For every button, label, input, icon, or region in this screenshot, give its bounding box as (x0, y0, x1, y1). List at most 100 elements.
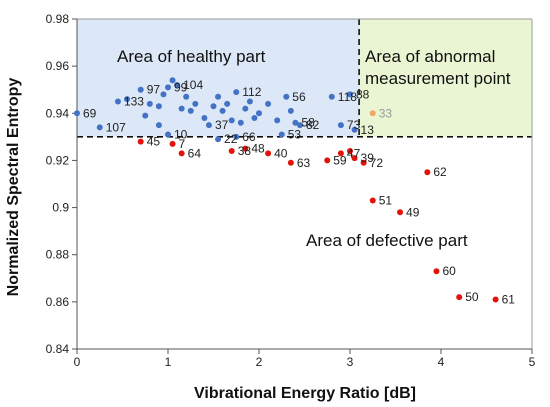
healthy-point (219, 107, 226, 114)
defective-point-label: 49 (406, 205, 420, 219)
defective-point (178, 150, 185, 157)
healthy-point (278, 131, 285, 138)
healthy-point (210, 103, 217, 110)
healthy-point (274, 117, 281, 124)
abnormal-point-label: 33 (379, 106, 393, 120)
defective-point (287, 159, 294, 166)
defective-point (492, 296, 499, 303)
healthy-point-label: 82 (306, 118, 320, 132)
defective-point-label: 62 (433, 165, 447, 179)
x-tick-label: 3 (347, 355, 354, 369)
y-tick-label: 0.94 (46, 106, 70, 120)
defective-point-label: 45 (147, 135, 161, 149)
healthy-point (337, 122, 344, 129)
defective-point (424, 169, 431, 176)
healthy-point (183, 93, 190, 100)
defective-point (324, 157, 331, 164)
healthy-point (287, 107, 294, 114)
region-label-defective: Area of defective part (306, 231, 468, 250)
defective-point-label: 47 (347, 146, 361, 160)
healthy-point (74, 110, 80, 117)
healthy-point (155, 122, 162, 129)
healthy-point (155, 103, 162, 110)
regions-layer (77, 19, 532, 137)
defective-point (265, 150, 272, 157)
defective-point-label: 63 (297, 156, 311, 170)
x-tick-label: 2 (256, 355, 263, 369)
healthy-point (251, 115, 258, 121)
y-tick-label: 0.96 (46, 59, 70, 73)
healthy-point (205, 122, 212, 129)
defective-point-label: 64 (188, 146, 202, 160)
healthy-point (96, 124, 103, 131)
thresholds-layer (77, 19, 532, 138)
defective-point-label: 48 (251, 142, 265, 156)
healthy-point (178, 105, 185, 112)
y-tick-label: 0.9 (52, 201, 69, 215)
defective-point (337, 150, 344, 157)
defective-point-label: 61 (502, 293, 516, 307)
healthy-point-label: 69 (83, 106, 97, 120)
defective-point (137, 138, 144, 145)
defective-point (228, 148, 235, 154)
healthy-point-label: 99 (174, 80, 188, 94)
healthy-point (174, 82, 181, 88)
healthy-point-label: 118 (338, 90, 357, 104)
points-layer (74, 77, 499, 303)
healthy-point-label: 22 (224, 132, 238, 146)
defective-point (169, 140, 176, 147)
healthy-point-label: 97 (147, 83, 161, 97)
healthy-point (165, 84, 171, 91)
region-label-abnormal-line1: Area of abnormal (365, 47, 495, 66)
healthy-point-label: 58 (301, 116, 315, 130)
healthy-point (242, 105, 249, 112)
healthy-point-label: 53 (288, 128, 302, 142)
x-tick-label: 5 (529, 355, 536, 369)
abnormal-point (369, 110, 376, 117)
defective-point (347, 148, 353, 154)
healthy-point (169, 77, 176, 84)
healthy-point (296, 122, 303, 129)
defective-point (242, 145, 249, 152)
defective-point (351, 155, 358, 162)
healthy-point (292, 119, 299, 126)
healthy-point (215, 93, 222, 100)
defective-point (456, 294, 463, 301)
x-tick-label: 4 (438, 355, 445, 369)
y-tick-label: 0.84 (46, 342, 70, 356)
defective-point-label: 59 (333, 153, 347, 167)
y-tick-label: 0.88 (46, 248, 70, 262)
healthy-point (142, 112, 149, 119)
defective-point-label: 7 (179, 137, 186, 151)
healthy-point (187, 107, 194, 114)
healthy-point (256, 110, 262, 117)
y-tick-label: 0.86 (46, 295, 70, 309)
defective-point-label: 60 (442, 264, 456, 278)
healthy-point (165, 131, 171, 138)
y-axis-title: Normalized Spectral Entropy (5, 78, 22, 297)
defective-point-label: 50 (465, 290, 479, 304)
healthy-point-label: 10 (174, 128, 188, 142)
healthy-point (201, 115, 208, 121)
x-tick-label: 1 (165, 355, 172, 369)
x-tick-label: 0 (74, 355, 81, 369)
healthy-point (265, 100, 272, 107)
healthy-point (347, 91, 353, 98)
healthy-point-label: 88 (356, 87, 370, 101)
healthy-point (237, 119, 244, 126)
healthy-point (160, 91, 167, 98)
region-label-abnormal-line2: measurement point (365, 69, 511, 88)
healthy-point (124, 96, 131, 103)
healthy-point-label: 133 (124, 95, 144, 109)
healthy-point (215, 136, 222, 143)
healthy-area (77, 19, 360, 137)
defective-point-label: 38 (238, 144, 252, 158)
healthy-point-label: 13 (361, 123, 375, 137)
healthy-point (246, 98, 253, 105)
healthy-point (233, 89, 240, 96)
healthy-point-label: 37 (215, 118, 229, 132)
healthy-point-label: 104 (183, 78, 203, 92)
healthy-point (328, 93, 335, 100)
